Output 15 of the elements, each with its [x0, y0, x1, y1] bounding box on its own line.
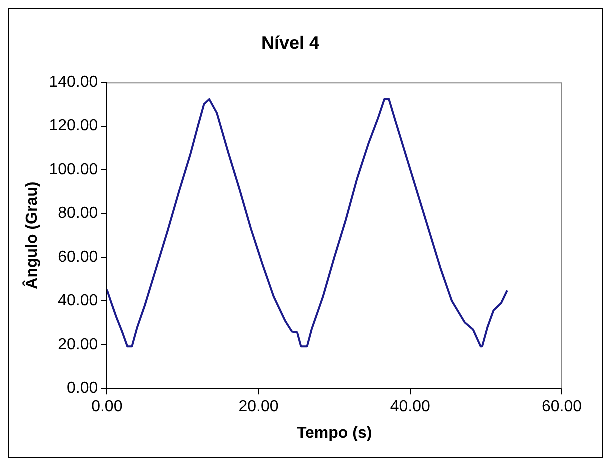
x-tick-label: 0.00	[92, 398, 123, 416]
x-tick-label: 20.00	[238, 398, 279, 416]
y-tick-label: 40.00	[58, 292, 98, 310]
x-axis-title: Tempo (s)	[296, 424, 372, 442]
y-tick-label: 120.00	[49, 118, 98, 135]
x-tick-label: 40.00	[390, 398, 430, 416]
y-tick-label: 60.00	[58, 248, 98, 266]
y-axis-title: Ângulo (Grau)	[22, 182, 42, 290]
y-tick-label: 100.00	[49, 161, 98, 178]
y-tick-label: 0.00	[66, 380, 98, 398]
y-tick-label: 80.00	[58, 205, 98, 222]
chart-title: Nível 4	[261, 32, 320, 53]
x-tick-label: 60.00	[542, 398, 582, 416]
y-tick-label: 20.00	[58, 336, 98, 354]
y-tick-label: 140.00	[49, 74, 98, 92]
